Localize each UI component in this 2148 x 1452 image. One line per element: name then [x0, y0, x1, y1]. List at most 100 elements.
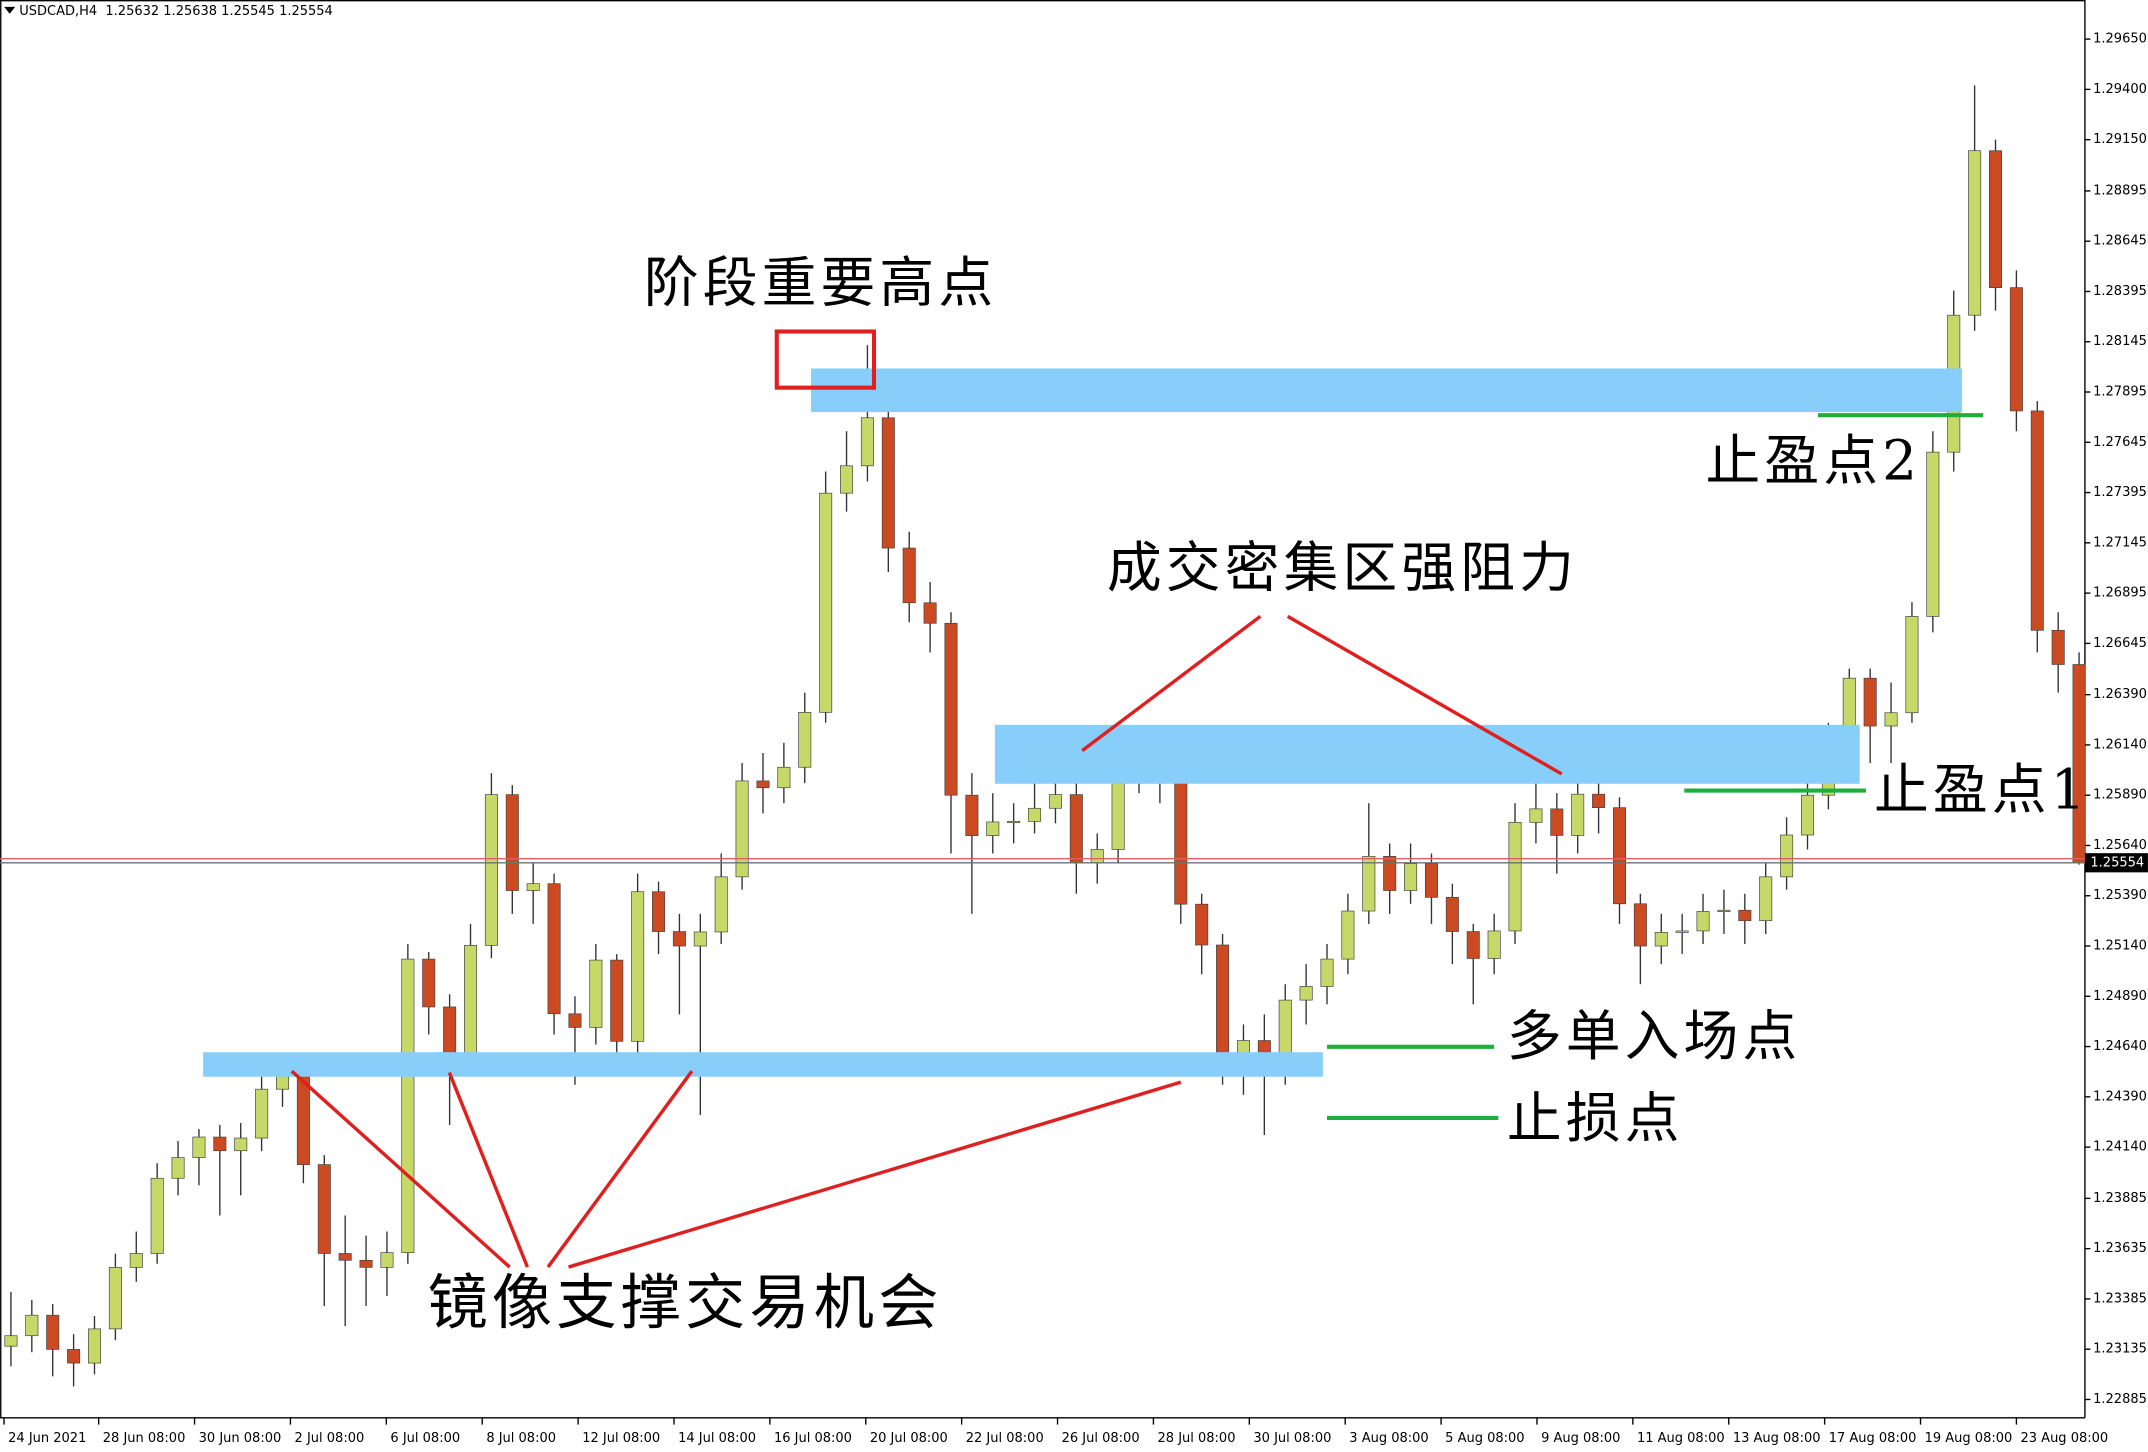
x-tick-label: 11 Aug 08:00 [1637, 1431, 1725, 1446]
pointer-lines [290, 614, 1563, 1269]
x-tick-label: 14 Jul 08:00 [678, 1431, 756, 1446]
candle-body [2030, 410, 2044, 631]
candle-body [965, 794, 979, 836]
candle-body [1069, 794, 1083, 864]
y-tick-label: 1.25640 [2093, 838, 2147, 853]
y-tick-label: 1.26645 [2093, 636, 2147, 651]
candle-body [1905, 616, 1919, 714]
candle-body [1466, 931, 1480, 959]
y-tick-label: 1.28145 [2093, 334, 2147, 349]
y-tick-label: 1.27395 [2093, 485, 2147, 500]
pointer-line [1286, 614, 1563, 776]
candle-body [234, 1137, 248, 1152]
annotation: 镜像支撑交易机会 [427, 1269, 942, 1339]
x-tick-label: 22 Jul 08:00 [966, 1431, 1044, 1446]
y-tick-label: 1.26390 [2093, 687, 2147, 702]
candle-body [819, 492, 833, 713]
candle-body [589, 959, 603, 1028]
y-tick-label: 1.24640 [2093, 1039, 2147, 1054]
candle-body [1571, 793, 1585, 836]
candle-body [923, 602, 937, 624]
candle-body [1174, 780, 1188, 905]
candle-body [1090, 849, 1104, 864]
x-tick-label: 28 Jun 08:00 [103, 1431, 186, 1446]
price-zone [811, 368, 1963, 413]
candle-body [1048, 794, 1062, 809]
x-tick-label: 16 Jul 08:00 [774, 1431, 852, 1446]
x-tick-label: 30 Jun 08:00 [199, 1431, 282, 1446]
candle-body [1884, 712, 1898, 727]
candle-body [610, 959, 624, 1042]
candle-body [401, 958, 415, 1254]
candle-body [735, 780, 749, 878]
candle-body [986, 821, 1000, 836]
y-tick-label: 1.24390 [2093, 1089, 2147, 1104]
candle-body [1529, 808, 1543, 823]
y-tick-label: 1.23385 [2093, 1291, 2147, 1306]
candle-body [860, 417, 874, 467]
candle-body [4, 1335, 18, 1347]
y-tick-label: 1.25140 [2093, 939, 2147, 954]
candle-body [317, 1164, 331, 1254]
candle-body [46, 1314, 60, 1350]
pointer-line [447, 1071, 530, 1268]
y-tick-label: 1.25890 [2093, 788, 2147, 803]
candle-body [568, 1013, 582, 1028]
symbol: USDCAD,H4 [19, 3, 97, 18]
candle-body [255, 1088, 269, 1139]
y-tick-label: 1.29150 [2093, 132, 2147, 147]
x-tick-label: 12 Jul 08:00 [582, 1431, 660, 1446]
candle-body [1675, 930, 1689, 933]
y-tick-label: 1.24140 [2093, 1140, 2147, 1155]
candle-body [1362, 855, 1376, 912]
menu-triangle[interactable] [4, 6, 16, 14]
candle-body [1989, 150, 2003, 288]
candle-body [1383, 855, 1397, 891]
price-zone [203, 1052, 1323, 1077]
plot-area [0, 85, 2086, 1387]
level-label: 止损点 [1507, 1086, 1684, 1150]
y-tick-label: 1.22885 [2093, 1392, 2147, 1407]
y-tick-label: 1.26140 [2093, 737, 2147, 752]
candle-body [2009, 287, 2023, 412]
candle-body [25, 1314, 39, 1337]
candle-body [1759, 876, 1773, 922]
candle-body [1299, 986, 1313, 1001]
candle-body [881, 417, 895, 549]
candle-body [1696, 911, 1710, 932]
candle-body [1863, 677, 1877, 727]
level-label: 止盈点1 [1874, 757, 2090, 821]
candle-body [443, 1006, 457, 1056]
candle-body [944, 622, 958, 796]
axes: 1.29650 1.29400 1.29150 1.28895 1.28645 1.283… [3, 32, 2148, 1446]
y-tick-label: 1.29650 [2093, 32, 2147, 47]
y-tick-label: 1.28645 [2093, 234, 2147, 249]
candle-body [150, 1177, 164, 1254]
candle-body [505, 794, 519, 891]
candle-body [1508, 822, 1522, 932]
x-tick-label: 8 Jul 08:00 [486, 1431, 556, 1446]
candle-body [1550, 808, 1564, 836]
candle-body [1404, 863, 1418, 891]
candle-body [359, 1259, 373, 1268]
x-tick-label: 3 Aug 08:00 [1349, 1431, 1428, 1446]
candle-body [1654, 931, 1668, 947]
high-marker-box [774, 329, 877, 390]
x-tick-label: 23 Aug 08:00 [2021, 1431, 2109, 1446]
x-tick-label: 24 Jun 2021 [8, 1431, 86, 1446]
annotation: 阶段重要高点 [644, 251, 997, 315]
level-label: 止盈点2 [1705, 429, 1921, 493]
candle-body [714, 876, 728, 933]
price-label-box [2084, 853, 2148, 873]
candle-body [1487, 930, 1501, 959]
pointer-line [546, 1070, 694, 1269]
candle-body [756, 780, 770, 789]
current-price-label: 1.25554 [2090, 855, 2144, 870]
candle-body [171, 1157, 185, 1179]
y-tick-label: 1.24890 [2093, 989, 2147, 1004]
candle-body [798, 712, 812, 768]
y-tick-label: 1.27895 [2093, 385, 2147, 400]
y-tick-label: 1.27145 [2093, 535, 2147, 550]
candle-body [1717, 909, 1731, 912]
